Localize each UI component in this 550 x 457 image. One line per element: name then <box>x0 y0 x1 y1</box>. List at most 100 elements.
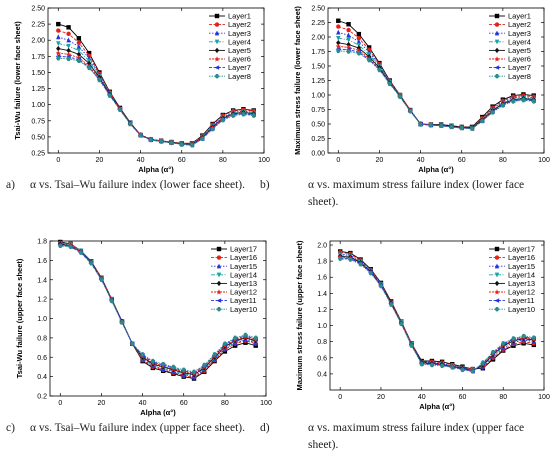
data-point <box>181 367 186 373</box>
chart-d: 0 20 40 60 80 100 0.4 0.6 0.8 1.0 1.2 1.4 1.6 1.8 2.0 A… <box>295 240 550 411</box>
series-layer7 <box>335 46 536 131</box>
series-line <box>58 55 254 146</box>
series-layer11 <box>57 242 258 375</box>
data-point <box>337 256 343 261</box>
legend-marker <box>214 39 220 45</box>
series-layer1 <box>56 21 256 146</box>
y-tick-label: 1.00 <box>311 93 325 100</box>
data-point <box>348 257 353 262</box>
legend-marker <box>494 65 500 70</box>
legend-label: Layer3 <box>508 29 531 38</box>
plot-frame <box>329 240 545 391</box>
series-layer15 <box>58 240 258 379</box>
series-line <box>340 258 534 372</box>
data-point <box>179 142 184 147</box>
x-tick-label: 100 <box>260 400 272 407</box>
data-point <box>56 56 61 61</box>
caption-b: b) α vs. maximum stress failure index (lo… <box>260 177 546 211</box>
data-point <box>449 124 454 130</box>
y-tick-label: 2.0 <box>317 243 327 250</box>
chart-c: 0 20 40 60 80 100 0.2 0.4 0.6 0.8 1.0 1.2 1.4 1.6 1.8 A… <box>15 239 272 418</box>
data-point <box>243 332 248 338</box>
y-tick-label: 2.50 <box>31 6 45 13</box>
legend-marker <box>216 280 222 287</box>
data-point <box>158 139 164 144</box>
data-point <box>336 24 341 29</box>
legend-label: Layer16 <box>508 253 535 262</box>
data-point <box>150 358 156 364</box>
x-tick-label: 60 <box>458 157 466 164</box>
data-point <box>55 50 61 56</box>
series-layer7 <box>55 54 256 148</box>
y-tick-label: 1.2 <box>37 297 47 304</box>
data-point <box>66 43 71 49</box>
data-point <box>117 107 123 113</box>
data-point <box>76 43 82 49</box>
data-point <box>56 21 61 27</box>
y-tick-label: 0.25 <box>31 151 45 158</box>
legend-label: Layer5 <box>228 46 251 55</box>
x-tick-label: 80 <box>499 394 507 401</box>
data-point <box>480 360 486 365</box>
data-point <box>409 343 414 348</box>
legend-label: Layer11 <box>230 296 257 305</box>
legend-marker <box>494 307 500 312</box>
data-point <box>408 109 413 114</box>
data-point <box>387 81 392 87</box>
data-point <box>130 341 135 346</box>
y-tick-label: 2.00 <box>311 35 325 42</box>
legend-marker <box>216 298 222 303</box>
legend-marker <box>494 22 500 27</box>
y-tick-label: 1.4 <box>37 277 47 284</box>
data-point <box>56 28 61 33</box>
x-axis-label: Alpha (α°) <box>140 408 176 417</box>
y-axis-label: Maximum stress failure (lower face sheet… <box>293 6 302 155</box>
data-point <box>346 22 351 27</box>
data-point <box>171 364 176 370</box>
series-layer13 <box>58 241 258 378</box>
data-point <box>58 243 63 249</box>
series-line <box>58 23 254 144</box>
x-axis-label: Alpha (α°) <box>138 165 174 174</box>
y-tick-label: 2.00 <box>31 38 45 45</box>
caption-a-tag: a) <box>6 179 15 191</box>
legend-label: Layer4 <box>508 37 531 46</box>
data-point <box>169 140 174 145</box>
legend-marker <box>214 47 220 54</box>
series-layer1 <box>336 18 536 130</box>
series-line <box>340 257 534 372</box>
data-point <box>346 41 351 48</box>
data-point <box>439 363 445 369</box>
data-point <box>66 56 71 62</box>
legend: Layer17Layer16Layer15Layer14Layer13Layer… <box>211 245 257 314</box>
legend-label: Layer1 <box>228 12 251 21</box>
series-layer16 <box>58 240 258 380</box>
data-point <box>346 27 351 33</box>
data-point <box>128 121 133 127</box>
x-tick-label: 0 <box>338 394 342 401</box>
data-point <box>66 25 71 30</box>
data-point <box>148 137 154 143</box>
legend-label: Layer15 <box>230 262 257 271</box>
data-point <box>346 32 351 38</box>
series-layer17 <box>58 239 258 381</box>
data-point <box>356 51 362 56</box>
legend-marker <box>494 272 500 278</box>
series-line <box>58 30 254 144</box>
y-tick-label: 0.8 <box>37 335 47 342</box>
x-tick-label: 20 <box>377 394 385 401</box>
data-point <box>336 48 341 54</box>
y-tick-label: 1.75 <box>31 54 45 61</box>
caption-c: c) α vs. Tsai–Wu failure index (upper fac… <box>6 420 268 437</box>
legend-marker <box>494 280 500 287</box>
series-layer5 <box>336 40 536 131</box>
series-line <box>58 57 254 146</box>
y-axis-label: Tsai-Wu failure (upper face sheet) <box>15 258 24 378</box>
data-point <box>220 117 226 123</box>
data-point <box>230 113 236 118</box>
data-point <box>76 51 82 58</box>
legend-label: Layer2 <box>228 20 251 29</box>
series-layer16 <box>337 250 537 372</box>
legend-label: Layer6 <box>508 55 531 64</box>
data-point <box>388 302 394 307</box>
